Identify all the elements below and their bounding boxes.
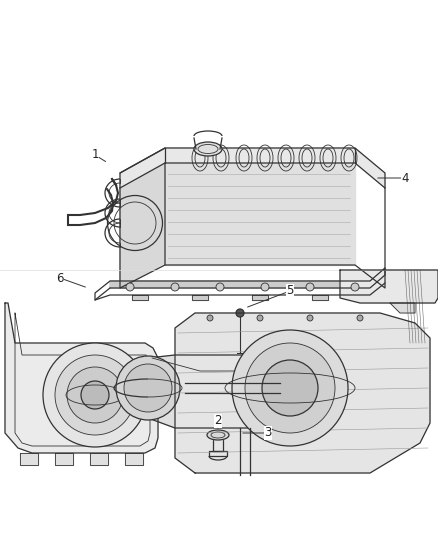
Circle shape (262, 360, 318, 416)
Circle shape (357, 315, 363, 321)
Polygon shape (165, 163, 355, 265)
Polygon shape (5, 303, 158, 453)
Polygon shape (312, 295, 328, 300)
Circle shape (306, 283, 314, 291)
Polygon shape (148, 355, 285, 428)
Polygon shape (20, 453, 38, 465)
Circle shape (245, 343, 335, 433)
Circle shape (124, 364, 172, 412)
Polygon shape (110, 268, 385, 288)
Circle shape (81, 381, 109, 409)
Text: 3: 3 (264, 426, 272, 440)
Text: 2: 2 (214, 415, 222, 427)
Circle shape (216, 283, 224, 291)
Polygon shape (390, 303, 415, 313)
Ellipse shape (207, 430, 229, 440)
Polygon shape (120, 163, 165, 288)
Polygon shape (340, 270, 438, 303)
Circle shape (257, 315, 263, 321)
Circle shape (55, 355, 135, 435)
Polygon shape (90, 453, 108, 465)
Circle shape (116, 356, 180, 420)
Polygon shape (120, 148, 385, 188)
Text: 4: 4 (401, 172, 409, 184)
Circle shape (207, 315, 213, 321)
Circle shape (307, 315, 313, 321)
Circle shape (126, 283, 134, 291)
Circle shape (232, 330, 348, 446)
Text: 1: 1 (91, 149, 99, 161)
Ellipse shape (194, 142, 222, 156)
Circle shape (261, 283, 269, 291)
Text: 6: 6 (56, 271, 64, 285)
Polygon shape (55, 453, 73, 465)
Circle shape (43, 343, 147, 447)
Circle shape (67, 367, 123, 423)
Polygon shape (252, 295, 268, 300)
Polygon shape (192, 295, 208, 300)
Text: 5: 5 (286, 285, 294, 297)
Polygon shape (175, 313, 430, 473)
Circle shape (171, 283, 179, 291)
Circle shape (351, 283, 359, 291)
Polygon shape (209, 451, 227, 456)
Circle shape (236, 309, 244, 317)
Polygon shape (125, 453, 143, 465)
Polygon shape (132, 295, 148, 300)
